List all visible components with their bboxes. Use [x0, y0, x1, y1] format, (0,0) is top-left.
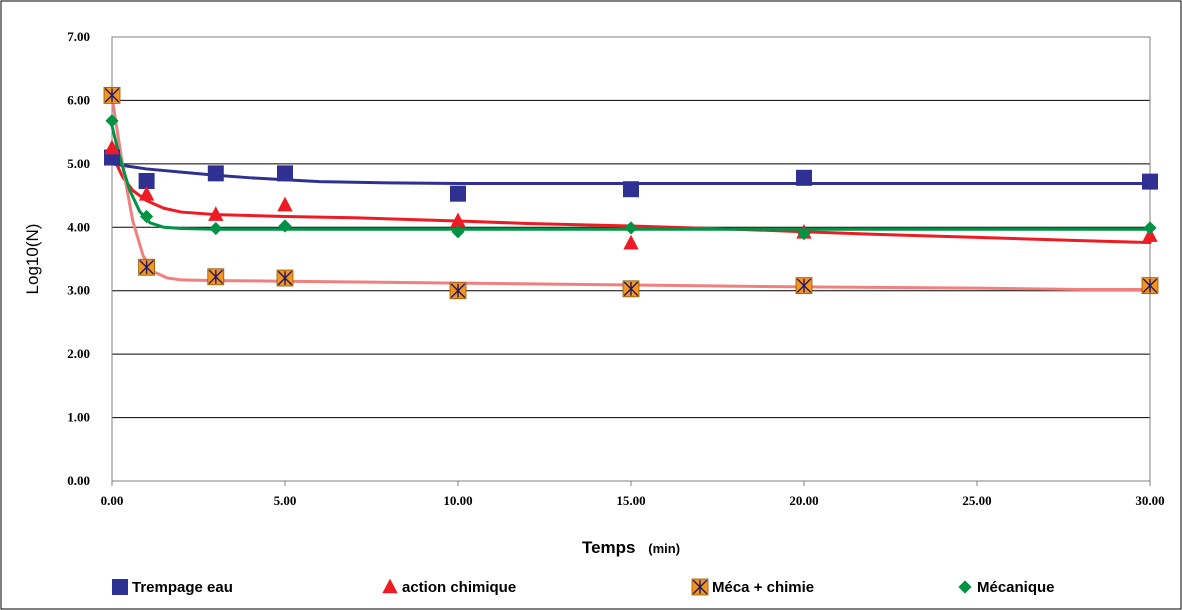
legend-item: Mécanique [958, 579, 1055, 596]
y-tick-label: 7.00 [67, 29, 90, 44]
x-axis-title: Temps (min) [582, 538, 680, 557]
data-point [278, 219, 292, 233]
x-tick-label: 30.00 [1135, 493, 1164, 508]
data-point [451, 225, 465, 239]
data-point [622, 280, 640, 298]
data-point [105, 114, 119, 128]
data-point [208, 206, 224, 221]
legend-label: action chimique [402, 579, 516, 596]
data-point [623, 181, 639, 198]
data-point [624, 221, 638, 235]
y-tick-label: 6.00 [67, 92, 90, 107]
data-point [207, 268, 225, 286]
legend-label: Trempage eau [132, 579, 233, 596]
y-tick-label: 5.00 [67, 156, 90, 171]
y-tick-label: 2.00 [67, 346, 90, 361]
data-point [1143, 221, 1157, 235]
data-point [140, 209, 154, 224]
data-point [209, 221, 223, 236]
data-point [1141, 277, 1159, 295]
data-point [138, 258, 156, 276]
legend-marker [691, 578, 709, 596]
y-tick-label: 3.00 [67, 283, 90, 298]
x-tick-label: 15.00 [616, 493, 645, 508]
x-axis-title-text: Temps [582, 538, 636, 557]
legend-label: Méca + chimie [712, 579, 814, 596]
data-point [450, 185, 466, 202]
data-point [623, 234, 639, 250]
legend-item: Méca + chimie [691, 578, 814, 596]
data-point [277, 165, 293, 182]
x-tick-label: 10.00 [443, 493, 472, 508]
legend-item: Trempage eau [112, 579, 233, 596]
legend-marker [958, 580, 972, 594]
data-markers [103, 86, 1159, 300]
y-axis-title: Log10(N) [23, 224, 42, 295]
legend-label: Mécanique [977, 579, 1055, 596]
legend: Trempage eau action chimique Méca + chimie… [112, 578, 1055, 596]
data-point [796, 169, 812, 186]
y-tick-label: 4.00 [67, 219, 90, 234]
data-point [103, 86, 121, 104]
data-point [277, 196, 293, 212]
data-point [797, 227, 811, 241]
x-tick-label: 25.00 [962, 493, 991, 508]
legend-item: action chimique [382, 578, 516, 596]
y-tick-labels: 0.00 1.00 2.00 3.00 4.00 5.00 6.00 7.00 [67, 29, 90, 488]
legend-marker [112, 579, 128, 595]
x-tick-labels: 0.00 5.00 10.00 15.00 20.00 25.00 30.00 [101, 481, 1165, 508]
data-point [138, 185, 155, 201]
data-point [795, 277, 813, 295]
data-point [207, 165, 224, 182]
y-tick-label: 1.00 [67, 410, 90, 425]
data-point [276, 269, 294, 287]
x-tick-label: 20.00 [789, 493, 818, 508]
y-tick-label: 0.00 [67, 473, 90, 488]
fit-line [110, 124, 1152, 231]
x-tick-label: 0.00 [101, 493, 124, 508]
data-point [450, 212, 466, 228]
x-tick-label: 5.00 [274, 493, 297, 508]
data-point [449, 282, 467, 300]
data-point [1142, 173, 1158, 190]
legend-marker [382, 578, 398, 594]
x-axis-title-unit: (min) [648, 541, 680, 556]
data-point [104, 139, 120, 155]
